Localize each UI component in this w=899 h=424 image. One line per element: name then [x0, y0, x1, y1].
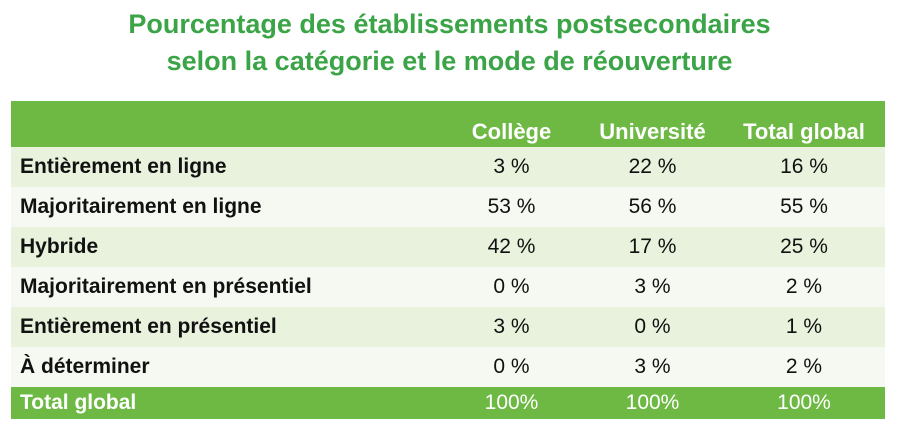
table-row: Entièrement en présentiel 3 % 0 % 1 % — [11, 307, 885, 347]
cell-universite: 3 % — [634, 355, 671, 378]
cell-college: 42 % — [487, 235, 536, 258]
chart-title: Pourcentage des établissements postsecon… — [0, 6, 899, 80]
header-total-global: Total global — [743, 119, 865, 144]
row-label: Entièrement en présentiel — [20, 315, 277, 338]
cell-college: 3 % — [493, 315, 530, 338]
cell-total-global: 2 % — [785, 275, 823, 298]
row-label: À déterminer — [20, 355, 150, 378]
total-label: Total global — [20, 391, 137, 414]
cell-universite: 3 % — [634, 275, 671, 298]
cell-universite: 17 % — [628, 235, 677, 258]
data-table: Collège Université Total global Entièrem… — [11, 101, 885, 419]
header-universite: Université — [599, 119, 706, 144]
cell-college: 3 % — [493, 155, 530, 178]
cell-college: 0 % — [493, 355, 530, 378]
table-row: Majoritairement en ligne 53 % 56 % 55 % — [11, 187, 885, 227]
row-label: Entièrement en ligne — [20, 155, 227, 178]
table-body: Collège Université Total global Entièrem… — [11, 101, 885, 419]
total-universite: 100% — [625, 391, 680, 414]
row-label: Hybride — [20, 235, 99, 258]
cell-total-global: 25 % — [780, 235, 828, 258]
row-label: Majoritairement en ligne — [20, 195, 262, 218]
title-line-2: selon la catégorie et le mode de réouver… — [166, 46, 733, 76]
total-row: Total global 100% 100% 100% — [11, 387, 885, 419]
cell-total-global: 1 % — [785, 315, 823, 338]
cell-total-global: 16 % — [780, 155, 828, 178]
cell-universite: 0 % — [634, 315, 671, 338]
header-college: Collège — [471, 119, 552, 144]
cell-college: 53 % — [487, 195, 536, 218]
table-row: Majoritairement en présentiel 0 % 3 % 2 % — [11, 267, 885, 307]
total-total-global: 100% — [777, 391, 831, 414]
header-cell-empty — [11, 101, 441, 147]
cell-universite: 56 % — [628, 195, 677, 218]
title-line-1: Pourcentage des établissements postsecon… — [128, 9, 771, 39]
cell-college: 0 % — [493, 275, 530, 298]
table-row: Entièrement en ligne 3 % 22 % 16 % — [11, 147, 885, 187]
table-row: À déterminer 0 % 3 % 2 % — [11, 347, 885, 387]
cell-universite: 22 % — [628, 155, 677, 178]
row-label: Majoritairement en présentiel — [20, 275, 312, 298]
table-row: Hybride 42 % 17 % 25 % — [11, 227, 885, 267]
cell-total-global: 55 % — [780, 195, 828, 218]
header-row: Collège Université Total global — [11, 101, 885, 147]
cell-total-global: 2 % — [785, 355, 823, 378]
total-college: 100% — [484, 391, 539, 414]
